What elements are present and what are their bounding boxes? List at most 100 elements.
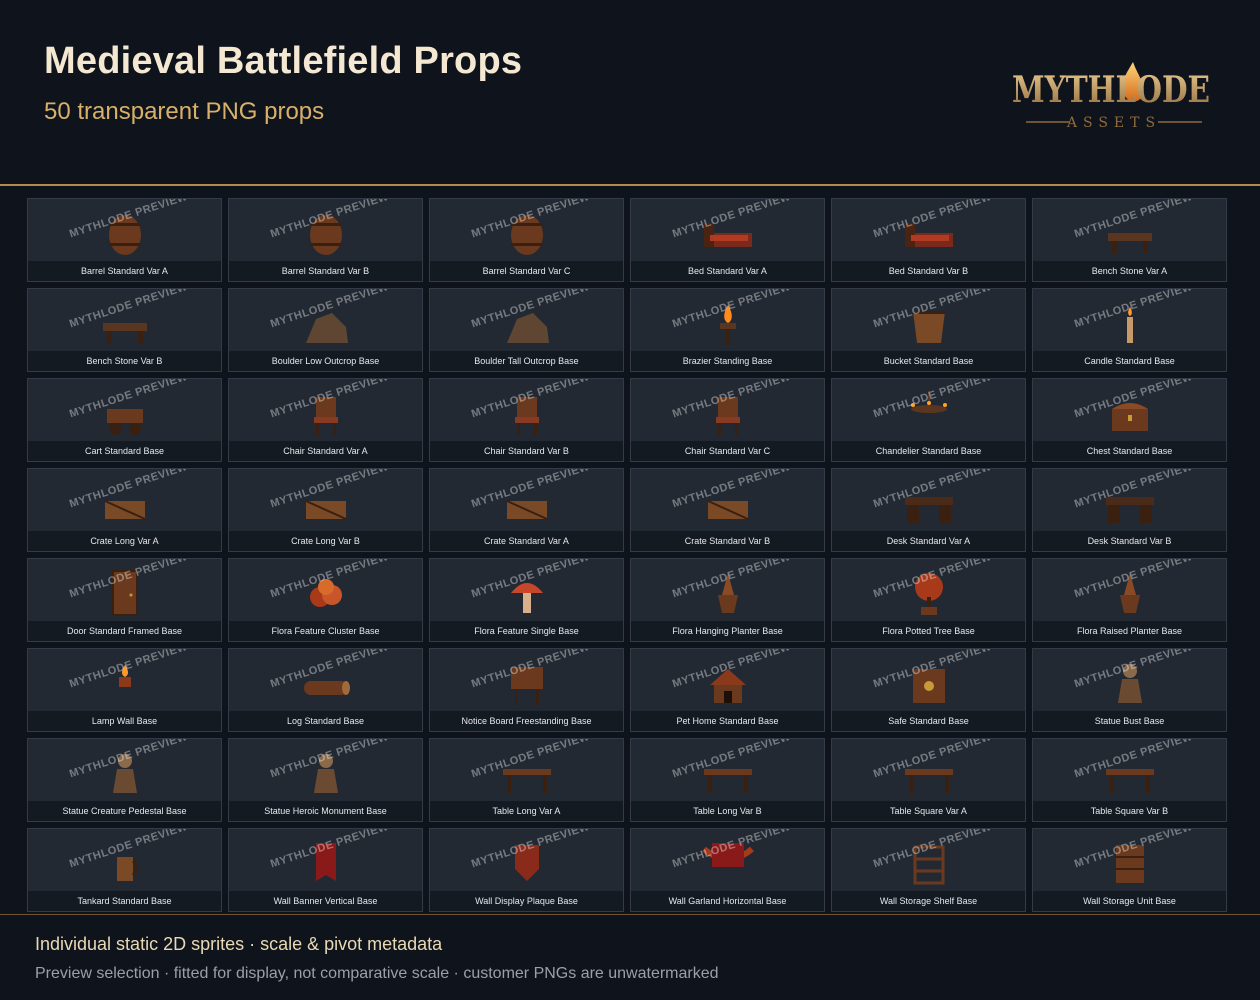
prop-label: Statue Creature Pedestal Base — [28, 801, 221, 821]
prop-card[interactable]: MYTHLODE PREVIEW Flora Feature Cluster Ba… — [228, 558, 423, 642]
prop-card[interactable]: MYTHLODE PREVIEW Desk Standard Var A — [831, 468, 1026, 552]
prop-card[interactable]: MYTHLODE PREVIEW Statue Bust Base — [1032, 648, 1227, 732]
crate-icon — [104, 500, 145, 520]
prop-label: Desk Standard Var B — [1033, 531, 1226, 551]
statue-icon — [1117, 664, 1142, 703]
prop-card[interactable]: MYTHLODE PREVIEW Chair Standard Var A — [228, 378, 423, 462]
prop-label: Boulder Tall Outcrop Base — [430, 351, 623, 371]
prop-card[interactable]: MYTHLODE PREVIEW Desk Standard Var B — [1032, 468, 1227, 552]
prop-card[interactable]: MYTHLODE PREVIEW Crate Long Var A — [27, 468, 222, 552]
prop-card[interactable]: MYTHLODE PREVIEW Table Square Var B — [1032, 738, 1227, 822]
prop-label: Table Square Var B — [1033, 801, 1226, 821]
prop-card[interactable]: MYTHLODE PREVIEW Brazier Standing Base — [630, 288, 825, 372]
prop-card[interactable]: MYTHLODE PREVIEW Bed Standard Var B — [831, 198, 1026, 282]
log-icon — [303, 681, 350, 695]
planter-icon — [717, 573, 738, 613]
prop-card[interactable]: MYTHLODE PREVIEW Wall Banner Vertical Bas… — [228, 828, 423, 912]
logo-subtext: ASSETS — [1066, 115, 1161, 131]
prop-label: Statue Heroic Monument Base — [229, 801, 422, 821]
prop-card[interactable]: MYTHLODE PREVIEW Bucket Standard Base — [831, 288, 1026, 372]
prop-label: Lamp Wall Base — [28, 711, 221, 731]
prop-card[interactable]: MYTHLODE PREVIEW Flora Hanging Planter Ba… — [630, 558, 825, 642]
page-subtitle: 50 transparent PNG props — [44, 98, 325, 125]
prop-label: Barrel Standard Var A — [28, 261, 221, 281]
prop-card[interactable]: MYTHLODE PREVIEW Wall Garland Horizontal … — [630, 828, 825, 912]
prop-card[interactable]: MYTHLODE PREVIEW Barrel Standard Var A — [27, 198, 222, 282]
prop-card[interactable]: MYTHLODE PREVIEW Door Standard Framed Bas… — [27, 558, 222, 642]
prop-label: Flora Feature Single Base — [430, 621, 623, 641]
prop-card[interactable]: MYTHLODE PREVIEW Wall Display Plaque Base — [429, 828, 624, 912]
prop-label: Crate Long Var B — [229, 531, 422, 551]
shelf-icon — [913, 845, 944, 885]
prop-grid: MYTHLODE PREVIEW Barrel Standard Var A MYT… — [27, 198, 1227, 912]
prop-card[interactable]: MYTHLODE PREVIEW Safe Standard Base — [831, 648, 1026, 732]
prop-label: Crate Long Var A — [28, 531, 221, 551]
prop-card[interactable]: MYTHLODE PREVIEW Bed Standard Var A — [630, 198, 825, 282]
barrel-icon — [108, 215, 141, 255]
prop-card[interactable]: MYTHLODE PREVIEW Boulder Low Outcrop Base — [228, 288, 423, 372]
prop-card[interactable]: MYTHLODE PREVIEW Flora Raised Planter Bas… — [1032, 558, 1227, 642]
footer-divider — [0, 914, 1260, 915]
prop-card[interactable]: MYTHLODE PREVIEW Bench Stone Var B — [27, 288, 222, 372]
safe-icon — [912, 669, 945, 703]
plaque-icon — [514, 845, 539, 881]
prop-label: Candle Standard Base — [1033, 351, 1226, 371]
prop-card[interactable]: MYTHLODE PREVIEW Chair Standard Var B — [429, 378, 624, 462]
table-icon — [502, 769, 551, 793]
mythlode-logo: MYTHLODE ASSETS — [1012, 62, 1210, 131]
candle-icon — [1126, 307, 1133, 343]
prop-card[interactable]: MYTHLODE PREVIEW Boulder Tall Outcrop Bas… — [429, 288, 624, 372]
prop-card[interactable]: MYTHLODE PREVIEW Crate Long Var B — [228, 468, 423, 552]
prop-card[interactable]: MYTHLODE PREVIEW Bench Stone Var A — [1032, 198, 1227, 282]
flame-icon — [1122, 62, 1144, 102]
cart-icon — [106, 409, 143, 435]
statue-icon — [112, 754, 137, 793]
prop-card[interactable]: MYTHLODE PREVIEW Chest Standard Base — [1032, 378, 1227, 462]
prop-card[interactable]: MYTHLODE PREVIEW Wall Storage Unit Base — [1032, 828, 1227, 912]
prop-card[interactable]: MYTHLODE PREVIEW Crate Standard Var B — [630, 468, 825, 552]
footer-disclaimer: Preview selection · fitted for display, … — [35, 965, 719, 982]
prop-card[interactable]: MYTHLODE PREVIEW Wall Storage Shelf Base — [831, 828, 1026, 912]
door-icon — [111, 570, 138, 616]
prop-card[interactable]: MYTHLODE PREVIEW Notice Board Freestandin… — [429, 648, 624, 732]
notice-board-icon — [510, 667, 543, 705]
prop-card[interactable]: MYTHLODE PREVIEW Statue Creature Pedestal… — [27, 738, 222, 822]
prop-card[interactable]: MYTHLODE PREVIEW Log Standard Base — [228, 648, 423, 732]
prop-label: Statue Bust Base — [1033, 711, 1226, 731]
prop-label: Table Long Var B — [631, 801, 824, 821]
prop-card[interactable]: MYTHLODE PREVIEW Table Long Var A — [429, 738, 624, 822]
desk-icon — [1105, 497, 1154, 523]
table-icon — [703, 769, 752, 793]
prop-card[interactable]: MYTHLODE PREVIEW Pet Home Standard Base — [630, 648, 825, 732]
prop-card[interactable]: MYTHLODE PREVIEW Barrel Standard Var B — [228, 198, 423, 282]
prop-card[interactable]: MYTHLODE PREVIEW Table Square Var A — [831, 738, 1026, 822]
prop-card[interactable]: MYTHLODE PREVIEW Tankard Standard Base — [27, 828, 222, 912]
barrel-icon — [510, 215, 543, 255]
table-icon — [904, 769, 953, 793]
prop-card[interactable]: MYTHLODE PREVIEW Statue Heroic Monument B… — [228, 738, 423, 822]
prop-card[interactable]: MYTHLODE PREVIEW Candle Standard Base — [1032, 288, 1227, 372]
prop-card[interactable]: MYTHLODE PREVIEW Table Long Var B — [630, 738, 825, 822]
garland-icon — [701, 843, 754, 867]
prop-card[interactable]: MYTHLODE PREVIEW Crate Standard Var A — [429, 468, 624, 552]
barrel-icon — [309, 215, 342, 255]
chair-icon — [514, 397, 539, 435]
prop-card[interactable]: MYTHLODE PREVIEW Flora Feature Single Bas… — [429, 558, 624, 642]
boulder-icon — [305, 313, 348, 343]
prop-label: Bench Stone Var B — [28, 351, 221, 371]
prop-label: Wall Storage Unit Base — [1033, 891, 1226, 911]
prop-label: Boulder Low Outcrop Base — [229, 351, 422, 371]
flora-icon — [309, 579, 342, 607]
prop-card[interactable]: MYTHLODE PREVIEW Flora Potted Tree Base — [831, 558, 1026, 642]
page-title: Medieval Battlefield Props — [44, 40, 523, 82]
prop-card[interactable]: MYTHLODE PREVIEW Lamp Wall Base — [27, 648, 222, 732]
chair-icon — [715, 397, 740, 435]
prop-card[interactable]: MYTHLODE PREVIEW Chair Standard Var C — [630, 378, 825, 462]
bench-icon — [1107, 233, 1152, 253]
prop-label: Table Square Var A — [832, 801, 1025, 821]
bucket-icon — [912, 311, 945, 343]
prop-label: Pet Home Standard Base — [631, 711, 824, 731]
prop-card[interactable]: MYTHLODE PREVIEW Barrel Standard Var C — [429, 198, 624, 282]
prop-card[interactable]: MYTHLODE PREVIEW Chandelier Standard Base — [831, 378, 1026, 462]
prop-card[interactable]: MYTHLODE PREVIEW Cart Standard Base — [27, 378, 222, 462]
